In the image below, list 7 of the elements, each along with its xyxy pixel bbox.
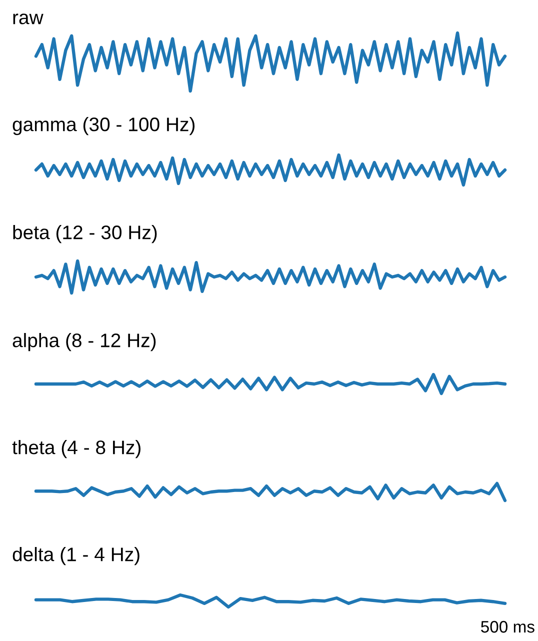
chart-title: alpha (8 - 12 Hz) bbox=[12, 333, 156, 352]
chart-title: raw bbox=[13, 14, 44, 24]
chart-title: beta (12 - 30 Hz) bbox=[13, 225, 157, 244]
text: 500 ms bbox=[481, 620, 534, 633]
chart-title: theta (4 - 8 Hz) bbox=[12, 440, 140, 458]
chart-title: delta (1 - 4 Hz) bbox=[12, 547, 140, 566]
chart-title: gamma (30 - 100 Hz) bbox=[12, 117, 194, 136]
